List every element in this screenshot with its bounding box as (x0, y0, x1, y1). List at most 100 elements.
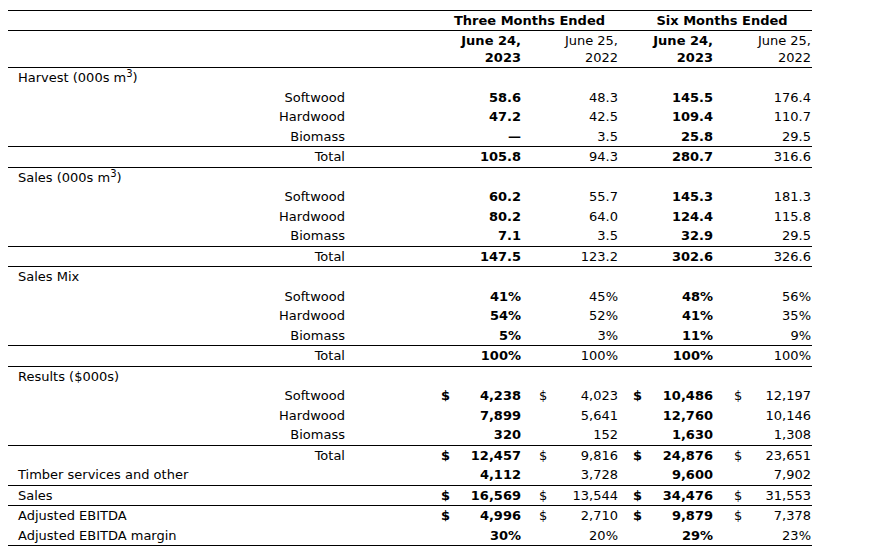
cell-value: 4,112 (480, 465, 521, 485)
cell-6m-2023: 12,760 (633, 406, 713, 426)
cell-3m-2022: 100% (539, 346, 618, 366)
cell-3m-2023: 100% (441, 346, 521, 366)
cell-value: 41% (490, 287, 521, 307)
cell-6m-2023: 25.8 (633, 127, 713, 147)
row-label: Total (8, 247, 345, 267)
cell-6m-2023: 32.9 (633, 226, 713, 246)
row-label: Adjusted EBITDA margin (8, 526, 345, 546)
cell-value: 5% (499, 326, 521, 346)
cell-6m-2022: 181.3 (734, 187, 811, 207)
row-label: Sales (8, 486, 345, 506)
cell-6m-2022: $7,378 (734, 506, 811, 526)
dollar-sign: $ (734, 386, 742, 406)
cell-3m-2023: 4,112 (441, 465, 521, 485)
cell-value: 110.7 (774, 107, 811, 127)
cell-6m-2023: 280.7 (633, 147, 713, 167)
cell-value: 45% (589, 287, 618, 307)
cell-value: 60.2 (489, 187, 521, 207)
cell-value: 9,879 (672, 506, 713, 526)
cell-value: 2,710 (581, 506, 618, 526)
cell-value: 124.4 (672, 207, 713, 227)
cell-value: 9,816 (581, 446, 618, 466)
dollar-sign: $ (441, 446, 450, 466)
cell-3m-2022: 42.5 (539, 107, 618, 127)
cell-value: 123.2 (581, 247, 618, 267)
col-header-6m-2023: June 24,2023 (633, 31, 713, 67)
dollar-sign: $ (633, 486, 642, 506)
col-header-month: June 25, (539, 32, 618, 49)
column-header-row: June 24,2023 June 25,2022 June 24,2023 J… (8, 31, 812, 67)
cell-3m-2023: 58.6 (441, 88, 521, 108)
cell-value: 23% (782, 526, 811, 546)
cell-6m-2023: 109.4 (633, 107, 713, 127)
dollar-sign: $ (441, 486, 450, 506)
cell-value: 29% (682, 526, 713, 546)
cell-6m-2023: $9,879 (633, 506, 713, 526)
cell-value: 7,378 (774, 506, 811, 526)
row-harvest-biomass: Biomass — 3.5 25.8 29.5 (8, 127, 812, 147)
cell-value: 29.5 (782, 226, 811, 246)
cell-6m-2022: 100% (734, 346, 811, 366)
col-header-year: 2022 (734, 49, 811, 66)
cell-value: 29.5 (782, 127, 811, 147)
cell-3m-2022: 45% (539, 287, 618, 307)
cell-value: 115.8 (774, 207, 811, 227)
row-timber-services: Timber services and other 4,112 3,728 9,… (8, 465, 812, 485)
cell-value: 7,902 (774, 465, 811, 485)
row-adjusted-ebitda-margin: Adjusted EBITDA margin 30% 20% 29% 23% (8, 526, 812, 546)
dollar-sign: $ (539, 506, 547, 526)
cell-value: 10,146 (766, 406, 812, 426)
cell-3m-2022: $2,710 (539, 506, 618, 526)
cell-3m-2023: $12,457 (441, 446, 521, 466)
cell-value: 12,760 (663, 406, 713, 426)
cell-value: 9,600 (672, 465, 713, 485)
row-results-total: Total $12,457 $9,816 $24,876 $23,651 (8, 446, 812, 466)
cell-value: 1,308 (774, 425, 811, 445)
cell-3m-2022: $9,816 (539, 446, 618, 466)
col-header-3m-2022: June 25,2022 (539, 31, 618, 67)
cell-value: 147.5 (480, 247, 521, 267)
cell-3m-2023: 320 (441, 425, 521, 445)
cell-3m-2023: 105.8 (441, 147, 521, 167)
cell-value: 25.8 (681, 127, 713, 147)
dollar-sign: $ (633, 446, 642, 466)
row-results-biomass: Biomass 320 152 1,630 1,308 (8, 425, 812, 445)
cell-value: 7.1 (498, 226, 521, 246)
cell-6m-2023: 302.6 (633, 247, 713, 267)
row-label: Softwood (8, 187, 345, 207)
row-mix-total: Total 100% 100% 100% 100% (8, 346, 812, 366)
cell-6m-2023: $34,476 (633, 486, 713, 506)
cell-value: 12,457 (471, 446, 521, 466)
cell-value: 4,238 (480, 386, 521, 406)
cell-6m-2022: $31,553 (734, 486, 811, 506)
col-header-year: 2023 (441, 49, 521, 66)
cell-6m-2022: $12,197 (734, 386, 811, 406)
row-mix-biomass: Biomass 5% 3% 11% 9% (8, 326, 812, 346)
cell-value: 23,651 (766, 446, 812, 466)
cell-3m-2022: 94.3 (539, 147, 618, 167)
cell-3m-2022: 3.5 (539, 226, 618, 246)
cell-6m-2022: 23% (734, 526, 811, 546)
cell-value: 100% (774, 346, 811, 366)
cell-value: 100% (581, 346, 618, 366)
cell-value: 100% (673, 346, 713, 366)
row-sales-hardwood: Hardwood 80.2 64.0 124.4 115.8 (8, 207, 812, 227)
section-title-text: ) (133, 70, 138, 85)
column-header-spacer (8, 31, 345, 67)
col-header-3m-2023: June 24,2023 (441, 31, 521, 67)
cell-6m-2022: 56% (734, 287, 811, 307)
cell-3m-2022: $13,544 (539, 486, 618, 506)
cell-value: 302.6 (672, 247, 713, 267)
cell-value: 152 (593, 425, 618, 445)
row-label: Timber services and other (8, 465, 345, 485)
cell-6m-2022: 326.6 (734, 247, 811, 267)
row-label: Hardwood (8, 406, 345, 426)
cell-6m-2023: 9,600 (633, 465, 713, 485)
cell-6m-2022: 176.4 (734, 88, 811, 108)
cell-6m-2023: $10,486 (633, 386, 713, 406)
row-label: Total (8, 346, 345, 366)
dollar-sign: $ (539, 446, 547, 466)
cell-value: 105.8 (480, 147, 521, 167)
section-title-text: Sales Mix (18, 269, 79, 284)
row-label: Softwood (8, 88, 345, 108)
